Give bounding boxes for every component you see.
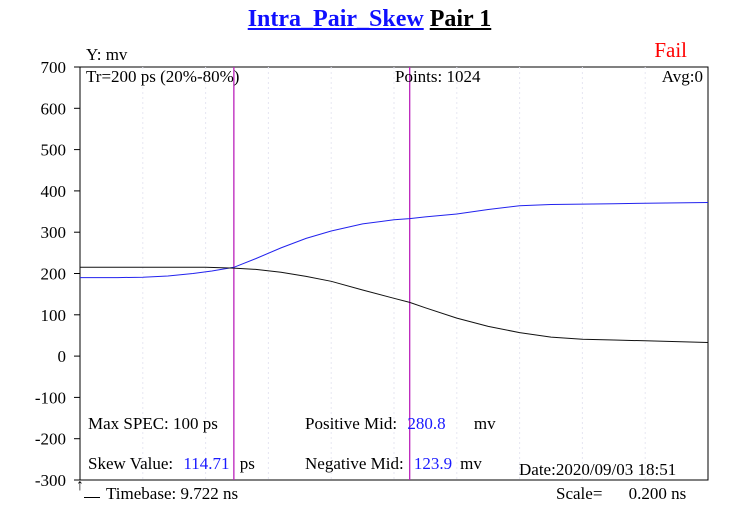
points-label: Points: (395, 67, 443, 86)
negative-mid-label: Negative Mid: (305, 454, 404, 473)
y-tick-label: 500 (41, 141, 67, 160)
status-badge: Fail (654, 38, 687, 62)
series-line-positive (80, 202, 709, 279)
y-tick-label: 300 (41, 223, 67, 242)
grid (142, 67, 646, 480)
y-tick-label: 0 (58, 347, 67, 366)
corner-underline (84, 497, 100, 498)
corner-marker-icon: ↑ (76, 477, 84, 494)
skew-value: 114.71 (183, 454, 230, 473)
skew-value-readout: Skew Value: 114.71 ps (88, 454, 255, 474)
y-tick-label: 700 (41, 58, 67, 77)
y-tick-label: 400 (41, 182, 67, 201)
skew-label: Skew Value: (88, 454, 174, 473)
y-tick-label: -300 (35, 471, 66, 490)
negative-mid-readout: Negative Mid: 123.9 mv (305, 454, 482, 474)
y-tick-label: -100 (35, 388, 66, 407)
y-tick-label: 600 (41, 99, 67, 118)
series-lines (80, 202, 709, 343)
skew-unit: ps (239, 454, 255, 473)
y-tick-label: -200 (35, 430, 66, 449)
timebase-readout: Timebase: 9.722 ns (106, 484, 239, 503)
points-readout: Points: 1024 (395, 67, 481, 87)
max-spec-readout: Max SPEC: 100 ps (88, 414, 218, 433)
title-pair: Pair 1 (429, 6, 492, 32)
negative-mid-value: 123.9 (413, 454, 453, 473)
positive-mid-label: Positive Mid: (305, 414, 398, 433)
date-readout: Date:2020/09/03 18:51 (519, 460, 677, 479)
y-axis-ticks: 700 600 500 400 300 200 100 0 -100 -200 -300 (35, 58, 80, 490)
positive-mid-value: 280.8 (407, 414, 446, 433)
scale-readout: Scale= 0.200 ns (556, 484, 686, 504)
points-value: 1024 (446, 67, 481, 86)
y-tick-label: 100 (41, 306, 67, 325)
rise-time-label: Tr=200 ps (20%-80%) (86, 67, 240, 86)
negative-mid-unit: mv (460, 454, 482, 473)
title-main: Intra_Pair_Skew (247, 6, 424, 32)
scale-label: Scale= (556, 484, 603, 503)
scale-value: 0.200 ns (628, 484, 687, 503)
cursor-lines (233, 67, 411, 480)
chart-title: Intra_Pair_Skew Pair 1 (0, 6, 739, 33)
positive-mid-readout: Positive Mid: 280.8 mv (305, 414, 496, 434)
y-tick-label: 200 (41, 265, 67, 284)
avg-readout: Avg:0 (661, 67, 703, 86)
positive-mid-unit: mv (473, 414, 496, 433)
y-unit-label: Y: mv (86, 45, 128, 64)
series-line-negative (80, 266, 709, 343)
